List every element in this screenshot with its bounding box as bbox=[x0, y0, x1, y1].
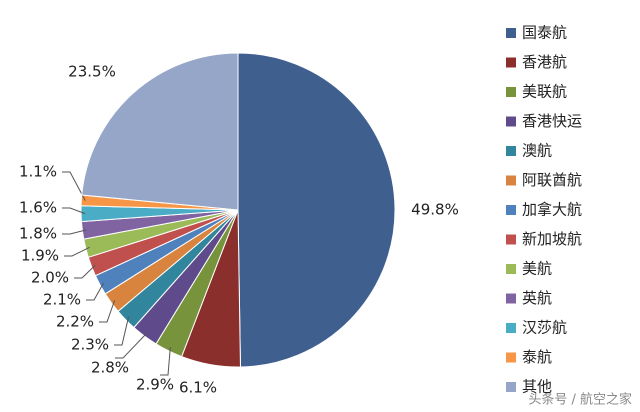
watermark: 头条号 / 航空之家 bbox=[528, 392, 632, 408]
legend-swatch bbox=[506, 264, 516, 274]
data-label: 2.1% bbox=[43, 291, 81, 309]
leader-line bbox=[160, 347, 171, 376]
leader-line bbox=[64, 246, 90, 257]
legend-label: 香港航 bbox=[522, 53, 567, 71]
legend-swatch bbox=[506, 87, 516, 97]
leader-line bbox=[115, 332, 148, 359]
leader-line bbox=[86, 282, 104, 301]
data-label: 2.2% bbox=[56, 313, 94, 331]
data-label: 1.9% bbox=[21, 247, 59, 265]
legend-swatch bbox=[506, 57, 516, 68]
legend-label: 国泰航 bbox=[522, 24, 567, 42]
data-label: 1.8% bbox=[19, 225, 57, 243]
legend-swatch bbox=[506, 323, 516, 333]
legend-swatch bbox=[506, 175, 516, 186]
leader-line bbox=[62, 171, 86, 201]
leader-line bbox=[62, 229, 87, 235]
legend-label: 美航 bbox=[522, 260, 552, 278]
leader-line bbox=[74, 264, 96, 279]
legend-label: 泰航 bbox=[522, 348, 552, 366]
legend-label: 汉莎航 bbox=[522, 319, 567, 337]
data-label: 2.9% bbox=[136, 376, 174, 394]
data-label: 2.8% bbox=[91, 359, 129, 377]
pie-slice bbox=[237, 52, 396, 368]
pie-slice bbox=[81, 52, 239, 211]
legend-swatch bbox=[506, 352, 516, 363]
legend-swatch bbox=[506, 293, 516, 304]
leader-line bbox=[62, 207, 86, 215]
leader-line bbox=[99, 300, 116, 323]
legend-label: 美联航 bbox=[522, 83, 567, 101]
data-label: 49.8% bbox=[411, 201, 459, 219]
legend-label: 阿联酋航 bbox=[522, 171, 582, 189]
legend-swatch bbox=[506, 116, 516, 127]
legend-label: 其他 bbox=[522, 378, 552, 396]
legend-swatch bbox=[506, 234, 516, 245]
data-label: 2.0% bbox=[31, 269, 69, 287]
data-label: 23.5% bbox=[68, 63, 116, 81]
data-label: 1.1% bbox=[19, 163, 57, 181]
legend-swatch bbox=[506, 205, 516, 215]
leader-line bbox=[114, 316, 130, 346]
legend-label: 新加坡航 bbox=[522, 230, 582, 248]
legend-label: 香港快运 bbox=[522, 112, 582, 130]
legend-label: 加拿大航 bbox=[522, 201, 582, 219]
legend-swatch bbox=[506, 28, 516, 38]
legend-label: 英航 bbox=[522, 289, 552, 307]
data-label: 2.3% bbox=[71, 336, 109, 354]
data-label: 1.6% bbox=[19, 199, 57, 217]
legend-swatch bbox=[506, 146, 516, 156]
legend-swatch bbox=[506, 382, 516, 392]
data-label: 6.1% bbox=[179, 379, 217, 397]
legend-label: 澳航 bbox=[522, 142, 552, 160]
